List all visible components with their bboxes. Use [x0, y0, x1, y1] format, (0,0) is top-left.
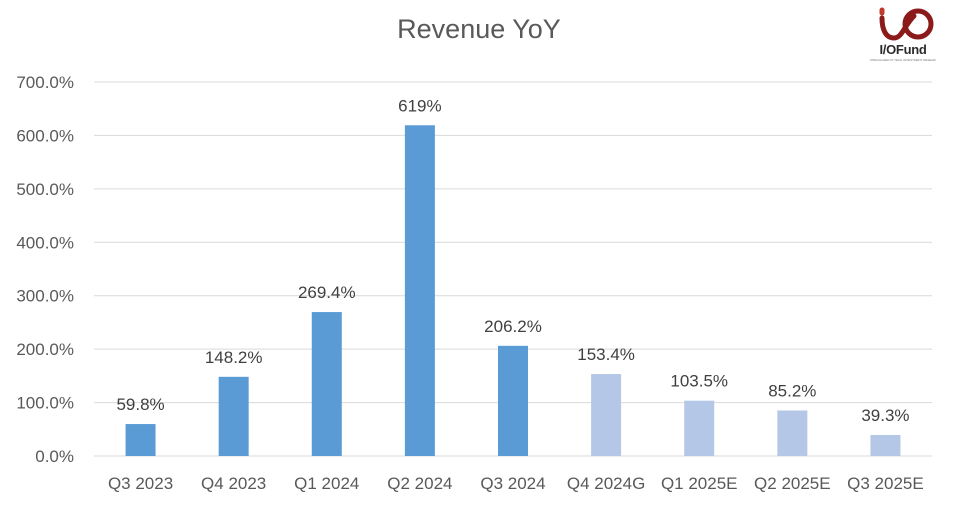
- y-tick-label: 0.0%: [35, 447, 74, 466]
- bar-q4-2023: [218, 376, 249, 456]
- x-tick-label: Q4 2023: [201, 474, 266, 493]
- bar-q2-2024: [404, 125, 435, 456]
- data-label: 85.2%: [768, 381, 816, 400]
- y-axis-tick-labels: 0.0% 100.0% 200.0% 300.0% 400.0% 500.0% 600.0%…: [16, 73, 74, 466]
- y-tick-label: 100.0%: [16, 394, 74, 413]
- data-label: 153.4%: [577, 345, 635, 364]
- chart-title: Revenue YoY: [397, 14, 561, 44]
- bars: [125, 125, 901, 456]
- x-tick-label: Q1 2024: [294, 474, 359, 493]
- data-label: 269.4%: [298, 283, 356, 302]
- x-tick-label: Q3 2025E: [847, 474, 924, 493]
- bar-q4-2024g: [591, 374, 622, 456]
- x-tick-label: Q4 2024G: [567, 474, 645, 493]
- bar-q3-2023: [125, 424, 156, 456]
- data-label: 103.5%: [670, 372, 728, 391]
- y-tick-label: 400.0%: [16, 233, 74, 252]
- x-tick-label: Q2 2024: [387, 474, 452, 493]
- logo-tagline: SPECIALIZED IN TECH INVESTMENT RESEARCH: [870, 58, 936, 62]
- bar-q1-2024: [311, 312, 342, 456]
- x-axis-tick-labels: Q3 2023 Q4 2023 Q1 2024 Q2 2024 Q3 2024 Q4 20…: [108, 474, 924, 493]
- x-tick-label: Q1 2025E: [661, 474, 738, 493]
- bar-q2-2025e: [777, 410, 808, 456]
- logo-wordmark: I/OFund: [879, 42, 927, 57]
- data-label: 59.8%: [116, 395, 164, 414]
- x-tick-label: Q3 2024: [480, 474, 545, 493]
- y-tick-label: 600.0%: [16, 126, 74, 145]
- y-tick-label: 300.0%: [16, 287, 74, 306]
- data-label: 619%: [398, 96, 441, 115]
- bar-q1-2025e: [684, 400, 715, 456]
- data-label: 39.3%: [861, 406, 909, 425]
- bar-q3-2025e: [870, 435, 901, 456]
- data-labels: 59.8% 148.2% 269.4% 619% 206.2% 153.4% 103.5% 8…: [116, 96, 909, 425]
- x-tick-label: Q2 2025E: [754, 474, 831, 493]
- y-tick-label: 500.0%: [16, 180, 74, 199]
- io-logo-icon: [879, 7, 934, 41]
- data-label: 148.2%: [205, 348, 263, 367]
- y-tick-label: 200.0%: [16, 340, 74, 359]
- x-tick-label: Q3 2023: [108, 474, 173, 493]
- bar-q3-2024: [498, 345, 528, 456]
- y-tick-label: 700.0%: [16, 73, 74, 92]
- data-label: 206.2%: [484, 317, 542, 336]
- io-fund-logo: I/OFund SPECIALIZED IN TECH INVESTMENT R…: [868, 6, 948, 66]
